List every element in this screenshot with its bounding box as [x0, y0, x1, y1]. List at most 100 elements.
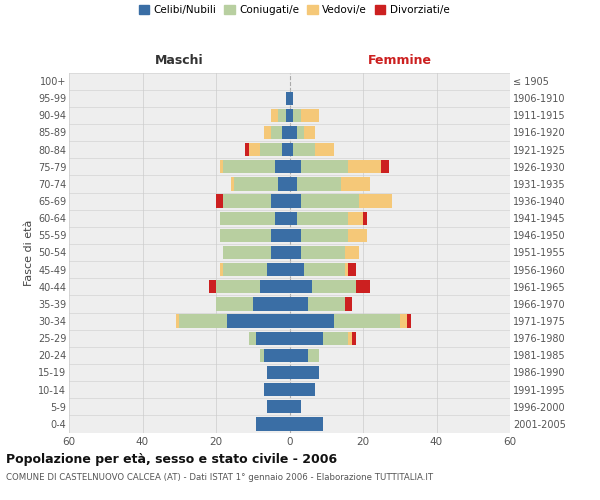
Bar — [268, 400, 290, 413]
Bar — [344, 246, 359, 259]
Bar — [220, 263, 223, 276]
Bar — [290, 348, 308, 362]
Bar — [235, 177, 278, 190]
Bar — [304, 126, 315, 139]
Bar — [308, 348, 319, 362]
Bar — [348, 160, 382, 173]
Bar — [271, 228, 290, 242]
Bar — [297, 126, 304, 139]
Bar — [290, 177, 297, 190]
Bar — [344, 297, 352, 310]
Bar — [290, 366, 319, 379]
Bar — [216, 297, 253, 310]
Bar — [382, 160, 389, 173]
Bar — [323, 332, 348, 345]
Bar — [256, 332, 290, 345]
Bar — [264, 126, 271, 139]
Bar — [290, 280, 311, 293]
Bar — [278, 177, 290, 190]
Bar — [290, 92, 293, 105]
Bar — [176, 314, 179, 328]
Bar — [290, 297, 308, 310]
Bar — [290, 400, 301, 413]
Bar — [260, 348, 264, 362]
Bar — [271, 246, 290, 259]
Bar — [290, 417, 323, 430]
Y-axis label: Fasce di età: Fasce di età — [23, 220, 34, 286]
Bar — [268, 263, 290, 276]
Bar — [227, 314, 290, 328]
Bar — [297, 212, 348, 225]
Bar — [271, 194, 290, 208]
Bar — [256, 417, 290, 430]
Bar — [220, 212, 275, 225]
Bar — [179, 314, 227, 328]
Text: Popolazione per età, sesso e stato civile - 2006: Popolazione per età, sesso e stato civil… — [6, 452, 337, 466]
Bar — [363, 212, 367, 225]
Bar — [290, 228, 301, 242]
Bar — [334, 314, 400, 328]
Bar — [293, 143, 315, 156]
Bar — [230, 177, 235, 190]
Bar — [315, 143, 334, 156]
Bar — [223, 246, 271, 259]
Bar — [407, 314, 411, 328]
Bar — [301, 246, 344, 259]
Bar — [282, 143, 290, 156]
Bar — [249, 332, 256, 345]
Bar — [301, 160, 348, 173]
Bar — [220, 228, 271, 242]
Legend: Celibi/Nubili, Coniugati/e, Vedovi/e, Divorziati/e: Celibi/Nubili, Coniugati/e, Vedovi/e, Di… — [139, 5, 449, 15]
Bar — [271, 108, 278, 122]
Bar — [301, 194, 359, 208]
Bar — [348, 332, 352, 345]
Bar — [260, 280, 290, 293]
Bar — [209, 280, 216, 293]
Bar — [275, 212, 290, 225]
Bar — [249, 143, 260, 156]
Bar — [341, 177, 370, 190]
Bar — [301, 228, 348, 242]
Bar — [216, 194, 223, 208]
Bar — [260, 143, 282, 156]
Bar — [290, 126, 297, 139]
Bar — [344, 263, 348, 276]
Bar — [356, 280, 370, 293]
Bar — [268, 366, 290, 379]
Bar — [290, 194, 301, 208]
Bar — [290, 143, 293, 156]
Bar — [290, 108, 293, 122]
Bar — [290, 263, 304, 276]
Bar — [271, 126, 282, 139]
Bar — [301, 108, 319, 122]
Bar — [290, 314, 334, 328]
Bar — [348, 263, 356, 276]
Bar — [311, 280, 356, 293]
Bar — [220, 160, 223, 173]
Bar — [253, 297, 290, 310]
Bar — [216, 280, 260, 293]
Bar — [286, 92, 290, 105]
Bar — [290, 332, 323, 345]
Bar — [282, 126, 290, 139]
Text: Maschi: Maschi — [155, 54, 203, 68]
Bar — [245, 143, 249, 156]
Bar — [223, 263, 268, 276]
Bar — [352, 332, 356, 345]
Bar — [290, 160, 301, 173]
Bar — [286, 108, 290, 122]
Bar — [348, 228, 367, 242]
Bar — [278, 108, 286, 122]
Bar — [308, 297, 344, 310]
Bar — [359, 194, 392, 208]
Bar — [290, 246, 301, 259]
Bar — [293, 108, 301, 122]
Bar — [304, 263, 344, 276]
Bar — [223, 160, 275, 173]
Bar — [264, 383, 290, 396]
Bar — [348, 212, 363, 225]
Bar — [400, 314, 407, 328]
Bar — [297, 177, 341, 190]
Bar — [264, 348, 290, 362]
Bar — [223, 194, 271, 208]
